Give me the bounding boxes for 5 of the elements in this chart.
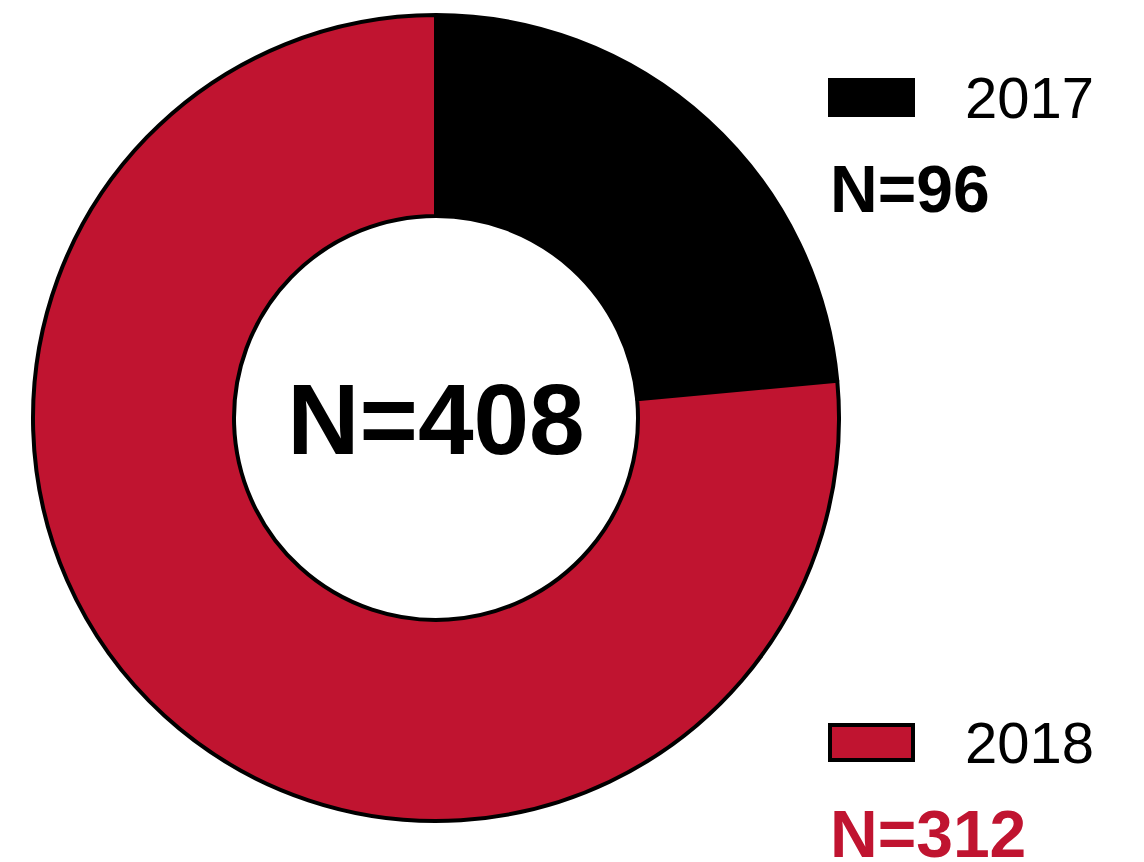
legend-label: 2017 (965, 65, 1095, 130)
text: N=408 (287, 363, 585, 475)
data-label: N=96 (830, 152, 990, 226)
legend-label: 2018 (965, 710, 1095, 775)
data-label: N=312 (830, 797, 1027, 862)
